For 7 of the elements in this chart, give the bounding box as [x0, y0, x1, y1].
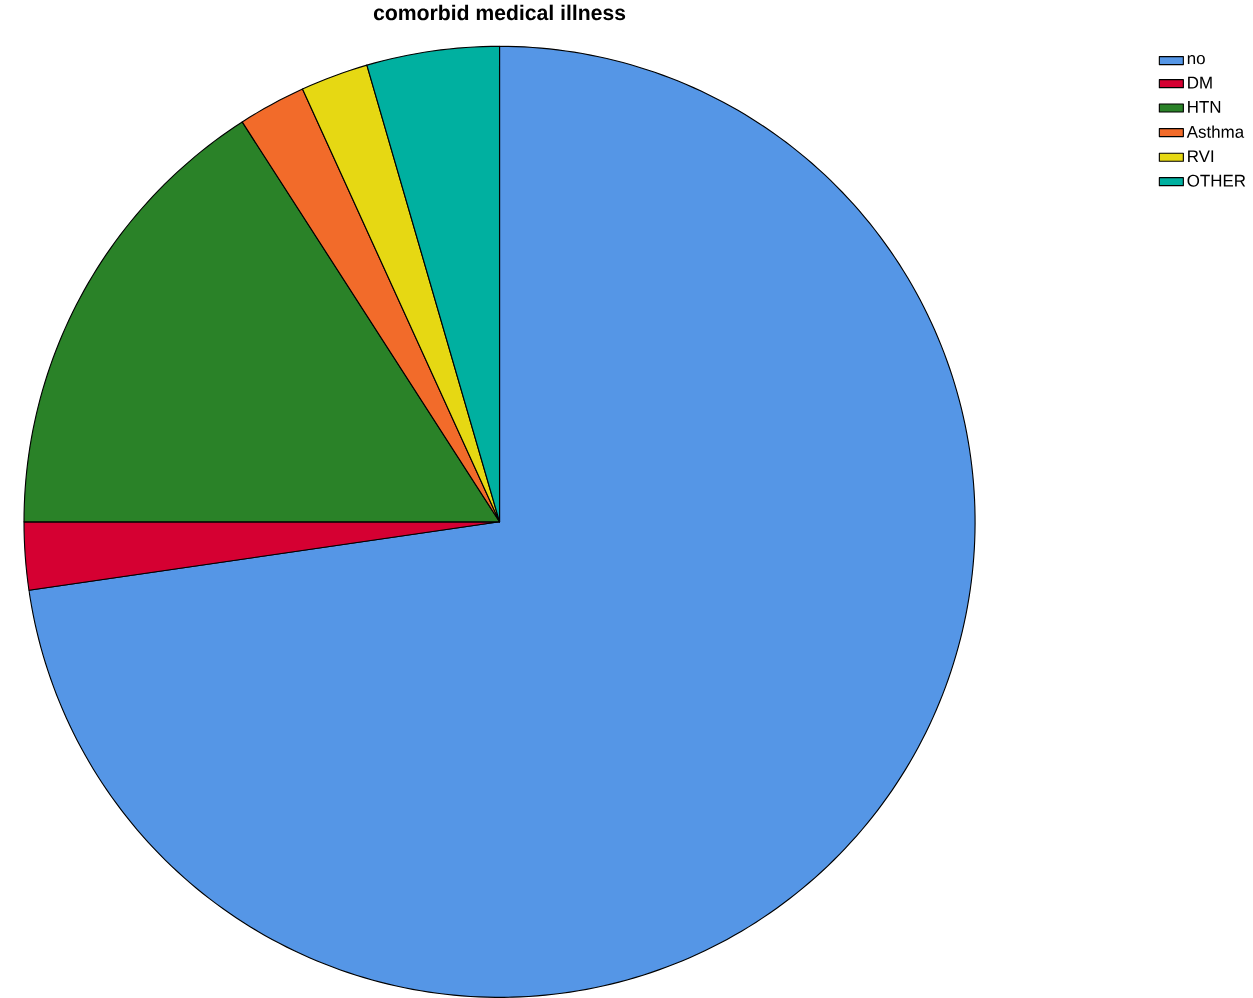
legend-label: no: [1187, 55, 1205, 65]
legend-label: OTHER: [1187, 174, 1246, 187]
legend-label: RVI: [1188, 150, 1214, 163]
legend-label: HTN: [1188, 101, 1221, 113]
chart-title: comorbid medical illness: [373, 4, 626, 21]
legend-label: DM: [1188, 76, 1212, 89]
legend-label: Asthma: [1186, 125, 1245, 138]
